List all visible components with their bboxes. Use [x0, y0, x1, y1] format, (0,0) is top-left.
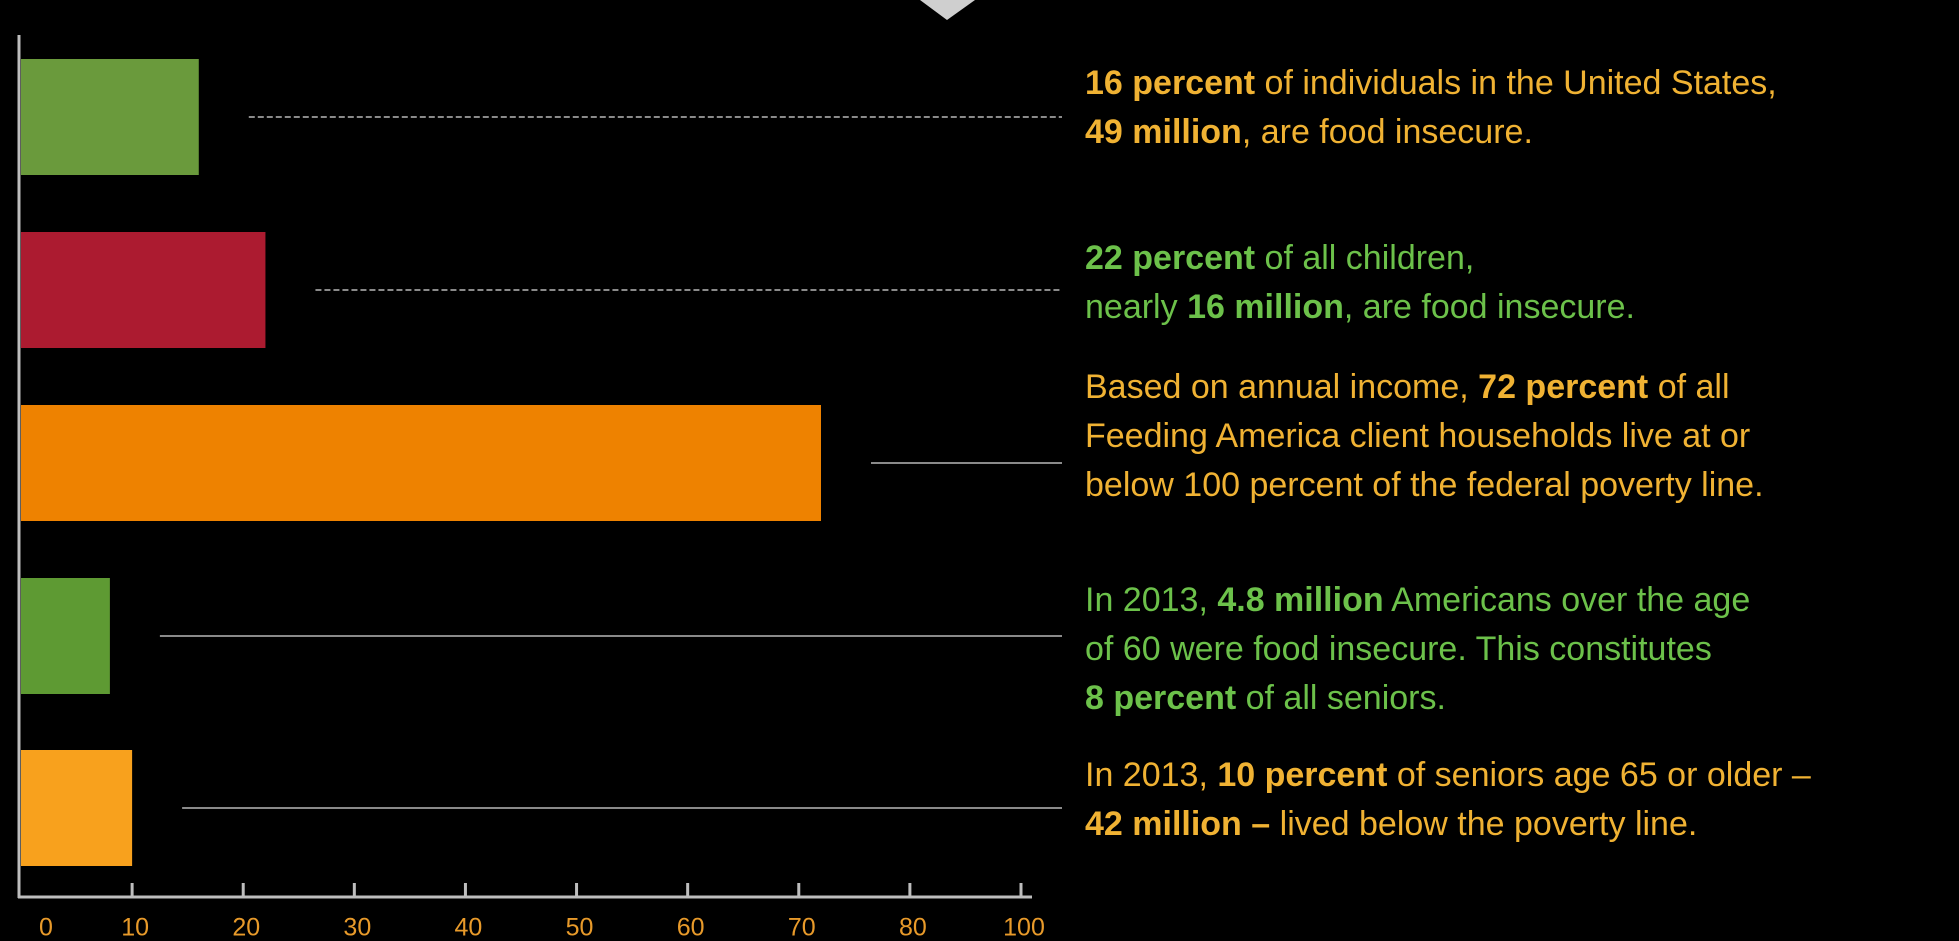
- bar: [21, 750, 133, 866]
- annotation-text: of individuals in the United States,: [1255, 64, 1777, 102]
- x-tick-label: 60: [677, 914, 705, 941]
- annotation-text: Americans over the age: [1384, 581, 1751, 619]
- x-tick-label: 30: [343, 914, 371, 941]
- bar: [21, 578, 110, 694]
- annotation-text: of seniors age 65 or older –: [1387, 756, 1810, 794]
- annotation-line: nearly 16 million, are food insecure.: [1085, 288, 1635, 326]
- annotation-line: In 2013, 4.8 million Americans over the …: [1085, 581, 1750, 619]
- x-tick-label: 80: [899, 914, 927, 941]
- annotation-text: In 2013,: [1085, 756, 1217, 794]
- x-tick-label: 20: [232, 914, 260, 941]
- annotation-text: of all seniors.: [1236, 679, 1446, 717]
- annotation-emphasis: 49 million: [1085, 113, 1242, 151]
- annotation-text: In 2013,: [1085, 581, 1217, 619]
- annotation-text: of all: [1648, 368, 1729, 406]
- annotation-line: In 2013, 10 percent of seniors age 65 or…: [1085, 756, 1811, 794]
- annotation-text: , are food insecure.: [1242, 113, 1533, 151]
- bar: [21, 405, 821, 521]
- annotation-text: below 100 percent of the federal poverty…: [1085, 466, 1764, 504]
- x-tick-label: 40: [455, 914, 483, 941]
- annotation-emphasis: 16 percent: [1085, 64, 1255, 102]
- annotation-emphasis: 22 percent: [1085, 239, 1255, 277]
- x-tick-label: 0: [39, 914, 53, 941]
- annotation-emphasis: 42 million –: [1085, 805, 1270, 843]
- annotation-text: nearly: [1085, 288, 1187, 326]
- annotation-text: , are food insecure.: [1344, 288, 1635, 326]
- bar: [21, 232, 266, 348]
- annotation-emphasis: 16 million: [1187, 288, 1344, 326]
- annotation-emphasis: 72 percent: [1478, 368, 1648, 406]
- annotation-line: Feeding America client households live a…: [1085, 417, 1750, 455]
- annotation-line: 8 percent of all seniors.: [1085, 679, 1446, 717]
- annotation-emphasis: 10 percent: [1217, 756, 1387, 794]
- annotation-text: Based on annual income,: [1085, 368, 1478, 406]
- annotation-line: 22 percent of all children,: [1085, 239, 1474, 277]
- x-tick-label: 10: [121, 914, 149, 941]
- annotation-emphasis: 8 percent: [1085, 679, 1236, 717]
- annotation-text: of all children,: [1255, 239, 1474, 277]
- x-tick-label: 70: [788, 914, 816, 941]
- annotation-text: Feeding America client households live a…: [1085, 417, 1750, 455]
- annotation-line: 42 million – lived below the poverty lin…: [1085, 805, 1697, 843]
- annotation-emphasis: 4.8 million: [1217, 581, 1383, 619]
- annotation-line: 16 percent of individuals in the United …: [1085, 64, 1777, 102]
- x-tick-label: 50: [566, 914, 594, 941]
- annotation-line: Based on annual income, 72 percent of al…: [1085, 368, 1730, 406]
- annotation-text: of 60 were food insecure. This constitut…: [1085, 630, 1712, 668]
- x-tick-label: 100: [1003, 914, 1045, 941]
- annotation-line: below 100 percent of the federal poverty…: [1085, 466, 1764, 504]
- annotation-line: 49 million, are food insecure.: [1085, 113, 1533, 151]
- bar: [21, 59, 199, 175]
- annotation-line: of 60 were food insecure. This constitut…: [1085, 630, 1712, 668]
- annotation-text: lived below the poverty line.: [1270, 805, 1697, 843]
- pointer-arrow: [920, 0, 975, 20]
